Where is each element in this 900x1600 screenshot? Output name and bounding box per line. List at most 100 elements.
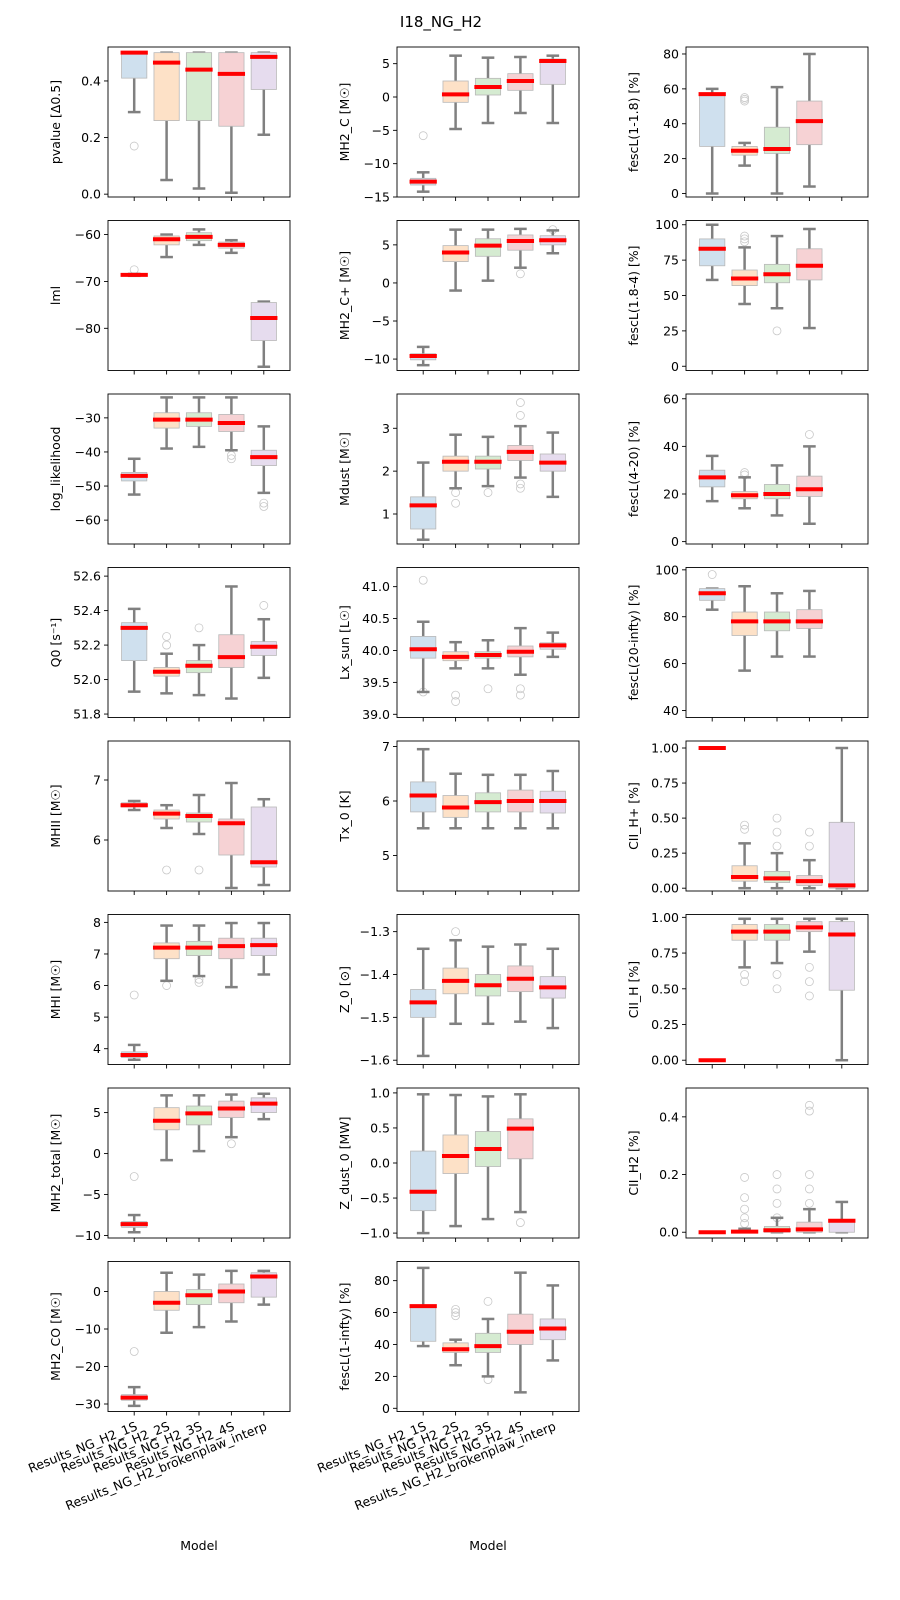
outlier-point (772, 1184, 782, 1194)
y-tick-label: 0 (671, 186, 679, 201)
x-axis-title: Model (180, 1538, 218, 1553)
outlier-point (451, 927, 461, 937)
box-Results_NG_H2_brokenplaw_interp (828, 821, 855, 889)
subplot-fesc420: 0 20 40 60 fescL(4-20) [%] (626, 391, 869, 549)
y-tick-label: −60 (75, 513, 101, 528)
y-tick-label: −20 (75, 1359, 101, 1374)
y-tick-label: 0.2 (659, 1167, 679, 1182)
subplot-fesc118: 0 20 40 60 80 fescL(1-1.8) [%] (626, 46, 869, 201)
y-tick-label: 40 (663, 439, 679, 454)
outlier-point (483, 488, 493, 497)
y-tick-label: −50 (75, 479, 101, 494)
y-tick-label: 60 (663, 391, 679, 406)
outlier-point (805, 1198, 814, 1208)
y-axis-label: CII_H+ [%] (626, 782, 641, 850)
box-Results_NG_H2_4S (796, 609, 823, 629)
outlier-point (740, 1213, 749, 1223)
outlier-point (451, 690, 461, 700)
y-axis-label: MH2_CO [M☉] (48, 1292, 63, 1381)
outlier-point (129, 990, 139, 1000)
y-tick-label: 40 (374, 1337, 390, 1352)
y-axis-label: MH2_C+ [M☉] (337, 251, 352, 340)
outlier-point (772, 841, 782, 851)
outlier-point (483, 684, 493, 694)
y-tick-label: 3 (382, 421, 390, 436)
subplot-fesc20inf: 40 60 80 100 fescL(20-infty) [%] (626, 562, 869, 722)
box-Results_NG_H2_1S (410, 496, 437, 530)
outlier-point (740, 1204, 749, 1214)
box-Results_NG_H2_4S (507, 1118, 534, 1160)
outlier-point (516, 483, 525, 493)
y-tick-label: −1.6 (360, 1053, 390, 1068)
y-tick-label: 6 (93, 978, 101, 993)
box-Results_NG_H2_1S (121, 52, 148, 79)
outlier-point (772, 970, 782, 979)
x-axis-title: Model (469, 1538, 507, 1553)
y-tick-label: 7 (382, 739, 390, 754)
box-Results_NG_H2_3S (763, 484, 791, 500)
y-tick-label: 0 (671, 359, 679, 374)
y-tick-label: 7 (93, 773, 101, 788)
outlier-point (259, 498, 269, 508)
y-tick-label: 0.75 (651, 776, 679, 791)
y-tick-label: 80 (663, 46, 679, 61)
subplot-mhi: 4 5 6 7 8 MHI [M☉] (48, 914, 291, 1069)
y-axis-label: lml (48, 286, 63, 305)
box-Results_NG_H2_brokenplaw_interp (539, 58, 566, 85)
outlier-point (772, 827, 782, 837)
box-Results_NG_H2_1S (410, 1150, 437, 1212)
y-tick-label: −10 (364, 156, 390, 171)
y-tick-label: −5 (372, 123, 390, 138)
y-tick-label: −1.0 (360, 1226, 390, 1241)
subplot-pvalue: 0.0 0.2 0.4 pvalue [Δ0.5] (48, 46, 291, 202)
y-tick-label: 39.0 (362, 707, 390, 722)
y-tick-label: −1.4 (360, 967, 390, 982)
y-tick-label: 6 (382, 794, 390, 809)
outlier-point (451, 697, 461, 706)
subplot-mh2co: −30 −20 −10 0 MH2_CO [M☉] (48, 1261, 291, 1416)
y-tick-label: 60 (663, 656, 679, 671)
y-tick-label: −80 (75, 321, 101, 336)
y-tick-label: 80 (663, 609, 679, 624)
box-Results_NG_H2_1S (699, 238, 726, 267)
y-axis-label: CII_H2 [%] (626, 1130, 641, 1195)
y-tick-label: 0 (382, 1401, 390, 1416)
y-tick-label: 60 (374, 1305, 390, 1320)
box-Results_NG_H2_brokenplaw_interp (250, 806, 277, 868)
y-tick-label: 7 (93, 946, 101, 961)
outlier-point (129, 1172, 139, 1181)
box-Results_NG_H2_4S (796, 1221, 823, 1233)
y-tick-label: 51.8 (73, 707, 101, 722)
y-tick-label: −1.3 (360, 924, 390, 939)
outlier-point (740, 1173, 749, 1182)
y-axis-label: CII_H [%] (626, 961, 641, 1018)
y-tick-label: 0.50 (651, 811, 679, 826)
y-axis-label: MHII [M☉] (48, 784, 63, 847)
subplot-zdust0: −1.0 −0.5 0.0 0.5 1.0 Z_dust_0 [MW] (337, 1085, 580, 1242)
y-tick-label: −5 (372, 314, 390, 329)
outlier-point (226, 1139, 236, 1149)
y-tick-label: 0.00 (651, 881, 679, 896)
outlier-point (259, 502, 269, 511)
outlier-point (772, 813, 782, 823)
y-tick-label: 5 (382, 848, 390, 863)
y-tick-label: 40.5 (362, 611, 390, 626)
y-tick-label: 52.4 (73, 603, 101, 618)
y-tick-label: 20 (374, 1369, 390, 1384)
y-tick-label: 0.00 (651, 1053, 679, 1068)
y-axis-label: fescL(20-infty) [%] (626, 584, 641, 700)
subplot-mh2total: −10 −5 0 5 MH2_total [M☉] (48, 1087, 291, 1243)
y-axis-label: Mdust [M☉] (337, 432, 352, 506)
box-Results_NG_H2_brokenplaw_interp (250, 302, 277, 341)
box-Results_NG_H2_3S (185, 1105, 213, 1126)
y-tick-label: 5 (93, 1010, 101, 1025)
outlier-point (516, 479, 525, 489)
outlier-point (805, 1100, 814, 1110)
y-tick-label: 0.0 (81, 187, 101, 202)
outlier-point (805, 962, 814, 972)
y-tick-label: 52.6 (73, 569, 101, 584)
y-tick-label: 52.0 (73, 672, 101, 687)
y-tick-label: 0.0 (659, 1225, 679, 1240)
outlier-point (740, 93, 749, 102)
y-tick-label: 52.2 (73, 638, 101, 653)
